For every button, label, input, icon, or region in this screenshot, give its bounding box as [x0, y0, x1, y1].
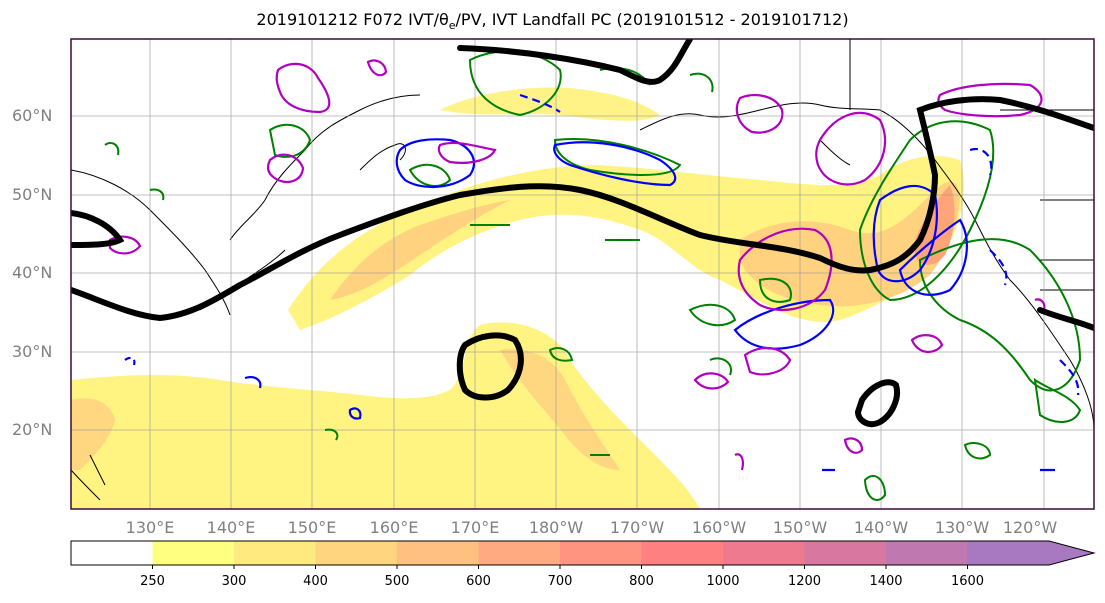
ivt-landfall-max [915, 185, 955, 265]
lat-label-30n: 30°N [12, 342, 53, 361]
colorbar-segment [478, 541, 561, 565]
ivt-shading [71, 87, 964, 509]
lat-label-50n: 50°N [12, 185, 53, 204]
lon-label-120w: 120°W [1002, 518, 1058, 537]
colorbar-tick-label: 250 [140, 574, 165, 589]
colorbar-segment [804, 541, 887, 565]
colorbar-tick-label: 600 [466, 574, 491, 589]
lon-label-180w: 180°W [528, 518, 584, 537]
lon-label-140e: 140°E [206, 518, 256, 537]
colorbar-extend-arrow [1047, 541, 1094, 565]
lon-label-150e: 150°E [287, 518, 337, 537]
lon-label-160e: 160°E [369, 518, 419, 537]
colorbar-tick-label: 1400 [869, 574, 903, 589]
colorbar-tick-label: 700 [547, 574, 573, 589]
lon-label-150w: 150°W [772, 518, 828, 537]
colorbar-tick-label: 500 [384, 574, 410, 589]
colorbar-segment [315, 541, 398, 565]
blue-contours [124, 93, 1080, 472]
lon-label-130w: 130°W [934, 518, 990, 537]
lon-label-170e: 170°E [450, 518, 500, 537]
lon-label-140w: 140°W [853, 518, 909, 537]
colorbar-segment [886, 541, 968, 565]
colorbar-segment [641, 541, 724, 565]
colorbar-segment [723, 541, 805, 565]
colorbar-segment [967, 541, 1050, 565]
lat-label-60n: 60°N [12, 106, 53, 125]
colorbar-segment [152, 541, 235, 565]
lat-label-20n: 20°N [12, 420, 53, 439]
lat-label-40n: 40°N [12, 263, 53, 282]
colorbar-tick-label: 400 [303, 574, 328, 589]
colorbar-tick-label: 800 [629, 574, 654, 589]
gridlines [71, 39, 1094, 509]
colorbar-segment [71, 541, 153, 565]
colorbar-tick-label: 1000 [706, 574, 740, 589]
lon-label-160w: 160°W [691, 518, 747, 537]
ivt-plume-core [330, 200, 510, 300]
colorbar-tick-label: 300 [221, 574, 247, 589]
ivt-west-patch [71, 398, 115, 470]
ivt-landfall-core [740, 181, 960, 307]
lon-label-130e: 130°E [125, 518, 175, 537]
ivt-north-band [440, 87, 660, 121]
green-contours [104, 50, 1082, 501]
map-frame [70, 38, 1095, 510]
ivt-subtropical-core [500, 349, 620, 470]
lon-label-170w: 170°W [609, 518, 665, 537]
colorbar-tick-label: 1600 [950, 574, 985, 589]
colorbar [70, 540, 1096, 569]
colorbar-segment [397, 541, 479, 565]
black-contours [71, 39, 1094, 428]
colorbar-segment [560, 541, 642, 565]
colorbar-outline [70, 540, 1096, 566]
colorbar-tick-label: 1200 [787, 574, 822, 589]
chart-title: 2019101212 F072 IVT/θe/PV, IVT Landfall … [256, 10, 849, 33]
colorbar-segment [234, 541, 316, 565]
